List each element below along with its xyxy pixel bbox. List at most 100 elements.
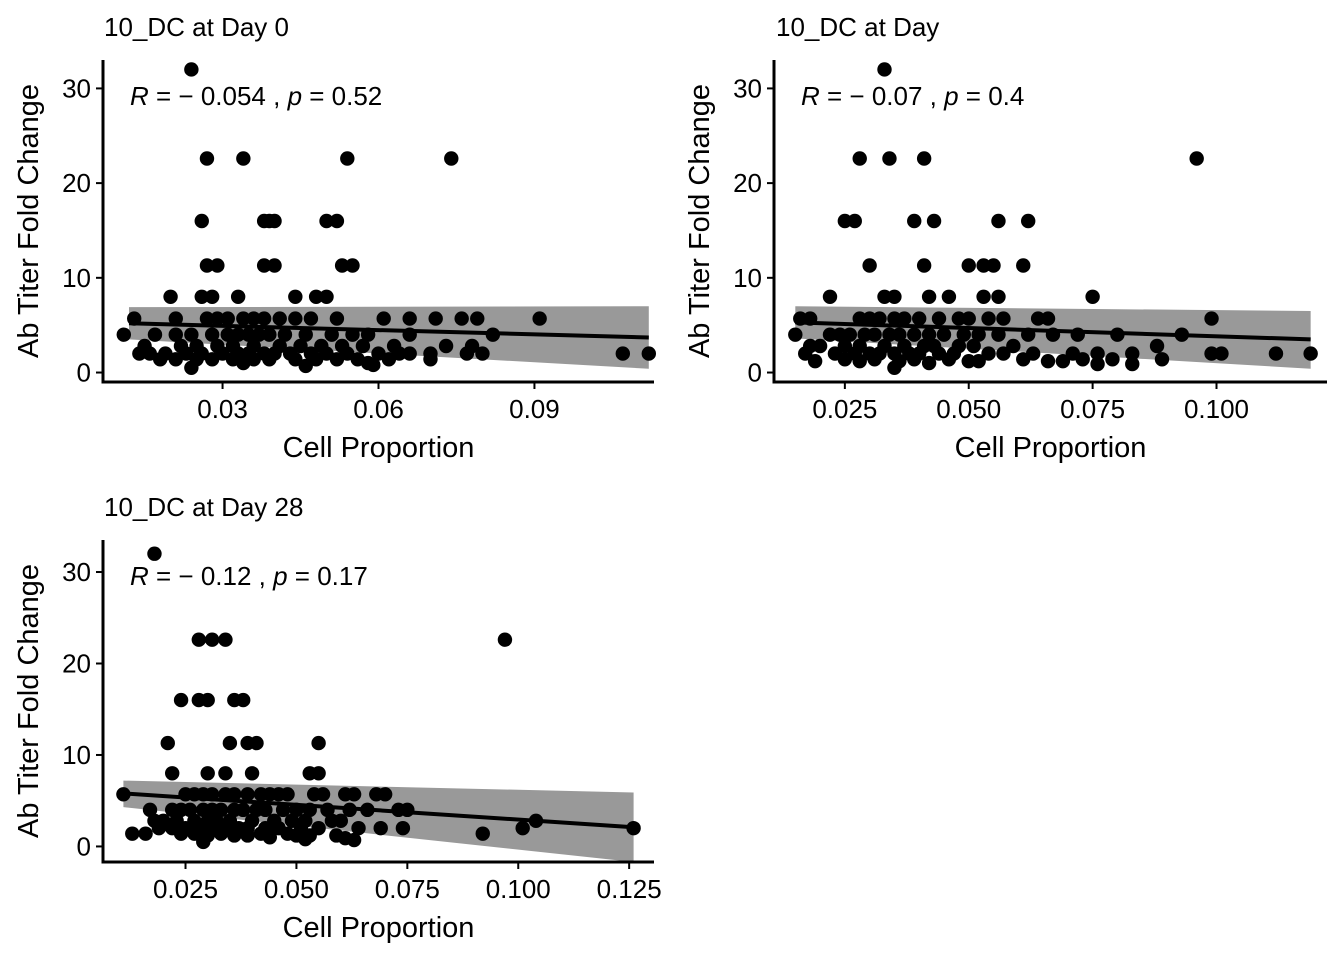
data-point [444, 151, 459, 166]
data-point [423, 352, 438, 367]
x-tick-label: 0.025 [812, 394, 877, 424]
data-point [981, 346, 996, 361]
data-point [475, 346, 490, 361]
data-point [293, 338, 308, 354]
y-tick-label: 20 [62, 648, 91, 678]
data-point [249, 735, 264, 751]
data-point [832, 327, 848, 342]
data-point [996, 311, 1011, 326]
data-point [788, 327, 803, 342]
data-point [240, 787, 255, 802]
data-point [976, 289, 991, 304]
data-point [1268, 346, 1284, 361]
data-point [428, 311, 443, 326]
data-point [936, 327, 952, 342]
data-point [147, 327, 163, 342]
data-point [311, 735, 326, 751]
data-point [981, 311, 996, 326]
data-point [1006, 338, 1021, 354]
panel-title: 10_DC at Day [776, 12, 939, 42]
data-point [1040, 353, 1056, 369]
data-point [951, 311, 967, 326]
p-value: = 0.4 [959, 81, 1025, 111]
correlation-annotation: R = − 0.12 , p = 0.17 [130, 561, 368, 591]
data-point [303, 311, 319, 326]
data-point [887, 360, 902, 375]
data-point [213, 826, 229, 841]
data-point [852, 151, 867, 166]
x-axis-title: Cell Proportion [955, 432, 1147, 464]
chart-panel-3: 0 10 20 30 0.025 0.050 0.075 0.100 0.125 10_DC at… [13, 492, 662, 944]
p-symbol: p [943, 81, 958, 111]
data-point [996, 346, 1011, 361]
data-point [298, 831, 313, 847]
y-tick-label: 10 [62, 740, 91, 770]
y-axis-title: Ab Titer Fold Change [13, 564, 45, 838]
data-point [230, 289, 246, 304]
data-point [184, 360, 199, 375]
data-point [931, 311, 947, 326]
data-point [199, 151, 215, 166]
data-point [196, 834, 211, 850]
y-tick-label: 10 [62, 263, 91, 293]
data-point [916, 151, 932, 166]
data-point [641, 346, 657, 361]
data-point [329, 352, 345, 367]
data-point [872, 311, 887, 326]
data-point [887, 311, 902, 326]
data-point [142, 802, 158, 818]
data-point [402, 311, 417, 326]
data-point [194, 213, 209, 229]
data-point [200, 766, 215, 781]
data-point [227, 828, 242, 843]
data-point [333, 813, 348, 829]
x-tick-label: 0.025 [153, 874, 218, 904]
data-point [288, 289, 303, 304]
data-point [230, 327, 246, 342]
data-point [218, 632, 233, 647]
data-point [454, 311, 469, 326]
data-point [921, 289, 937, 304]
data-point [377, 787, 393, 802]
data-point [941, 352, 957, 367]
panel-title: 10_DC at Day 0 [104, 12, 289, 42]
x-axis-title: Cell Proportion [283, 432, 475, 464]
data-point [262, 352, 277, 367]
y-tick-label: 30 [733, 73, 762, 103]
data-point [921, 327, 937, 342]
data-point [329, 213, 345, 229]
data-point [842, 327, 858, 342]
data-point [204, 632, 220, 647]
data-point [244, 766, 260, 781]
data-point [882, 327, 897, 342]
data-point [459, 346, 475, 361]
data-point [907, 213, 922, 229]
data-point [1055, 353, 1071, 369]
data-point [807, 353, 823, 369]
data-point [204, 352, 220, 367]
data-point [1090, 356, 1105, 372]
data-point [125, 826, 140, 841]
r-value: = − 0.054 , [149, 81, 288, 111]
data-point [220, 327, 235, 342]
x-tick-label: 0.100 [1184, 394, 1249, 424]
data-point [867, 352, 882, 367]
data-point [877, 289, 892, 304]
data-point [1204, 311, 1219, 326]
data-point [1125, 346, 1140, 361]
data-point [298, 358, 313, 374]
data-point [236, 151, 251, 166]
data-point [267, 258, 282, 273]
data-point [1030, 311, 1046, 326]
data-point [311, 766, 326, 781]
data-point [275, 802, 291, 818]
data-point [921, 355, 937, 371]
data-point [847, 213, 862, 229]
data-point [355, 338, 371, 354]
data-point [867, 327, 882, 342]
x-tick-label: 0.125 [597, 874, 662, 904]
data-point [961, 311, 976, 326]
data-point [1303, 346, 1318, 361]
data-point [351, 820, 366, 836]
